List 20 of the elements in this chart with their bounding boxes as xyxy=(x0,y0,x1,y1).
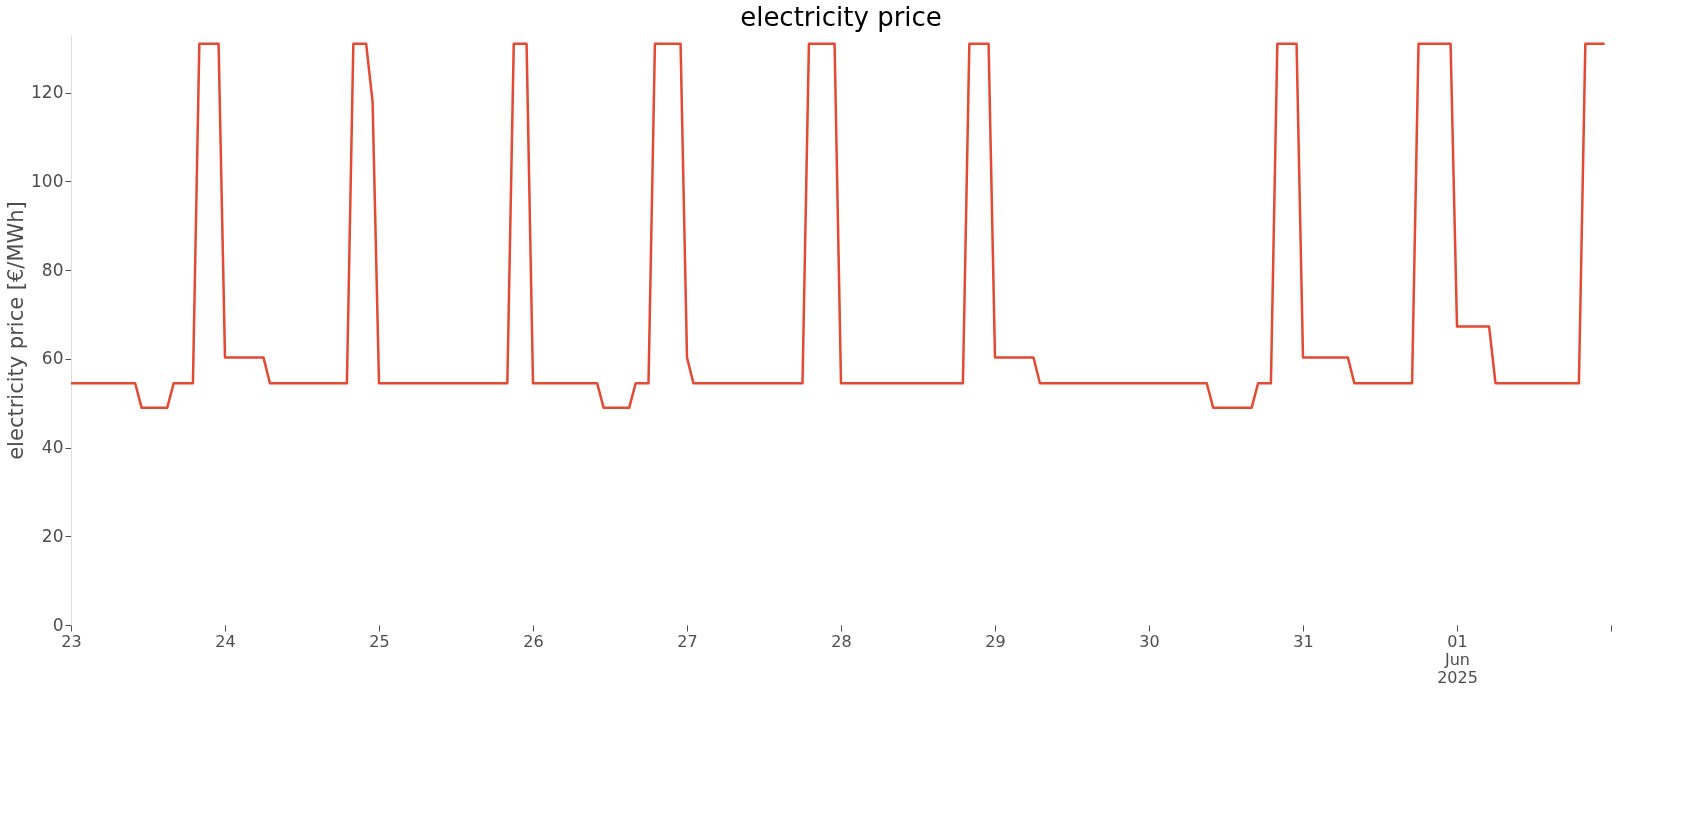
x-tick-label: 30 xyxy=(1139,631,1160,651)
y-tick-label: 80 xyxy=(41,259,64,280)
x-tick-label: 24 xyxy=(215,631,236,651)
y-tick-label: 40 xyxy=(41,437,64,458)
x-tick-label: 29 xyxy=(985,631,1006,651)
line-series xyxy=(69,42,1606,409)
y-tick-label: 20 xyxy=(41,525,64,546)
x-tick-label: 31 xyxy=(1293,631,1314,651)
chart-title: electricity price xyxy=(740,2,942,32)
y-axis-title: electricity price [€/MWh] xyxy=(4,201,29,460)
x-tick-label: 28 xyxy=(831,631,852,651)
x-tick-label: 25 xyxy=(369,631,390,651)
y-tick-label: 100 xyxy=(31,170,64,191)
x-tick-label: 26 xyxy=(523,631,544,651)
x-tick-label: 27 xyxy=(677,631,698,651)
x-tick-label: 01 Jun 2025 xyxy=(1437,631,1478,687)
y-tick-label: 60 xyxy=(41,348,64,369)
x-tick-label: 23 xyxy=(61,631,82,651)
y-tick-label: 120 xyxy=(31,82,64,103)
y-tick-label: 0 xyxy=(52,614,64,635)
